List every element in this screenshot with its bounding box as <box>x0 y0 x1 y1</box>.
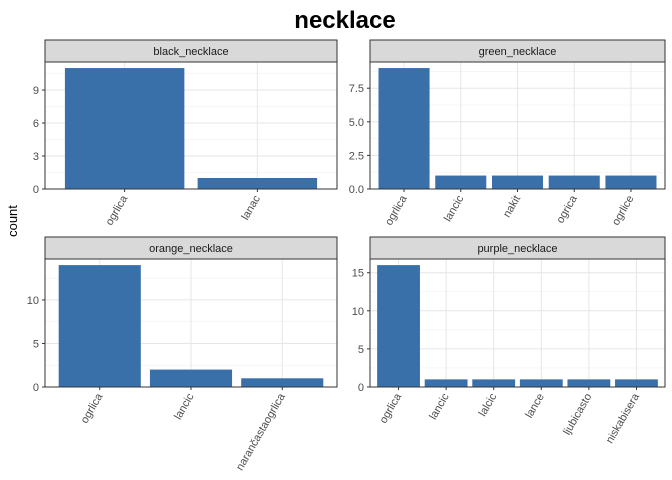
x-tick-label: niskabisera <box>604 391 643 446</box>
y-tick-label: 0 <box>33 184 39 196</box>
y-tick-label: 2.5 <box>349 150 364 162</box>
chart-title: necklace <box>294 7 395 34</box>
x-tick-label: lance <box>523 392 547 421</box>
x-tick-label: lanac <box>239 193 263 222</box>
bar-lance <box>519 379 563 387</box>
y-tick-label: 5 <box>358 344 364 356</box>
bar-niskabisera <box>615 379 658 387</box>
y-tick-label: 10 <box>352 306 364 318</box>
x-tick-label: ogrlica <box>79 391 106 426</box>
facet-panel-black_necklace: black_necklace 0 3 6 9 ogrlica lanac <box>33 39 338 228</box>
x-tick-label: lalcic <box>477 391 500 419</box>
y-tick-label: 9 <box>33 85 39 97</box>
x-tick-label: ogrlica <box>378 391 405 426</box>
facet-strip-label: purple_necklace <box>477 243 557 255</box>
x-tick-label: ogrlice <box>610 194 637 228</box>
x-tick-label: ogrlica <box>383 193 410 228</box>
bar-ogrlica <box>377 265 420 387</box>
bar-ogrlice <box>605 175 657 189</box>
x-tick-label: ljubicasto <box>561 392 594 438</box>
bar-ogrlica <box>378 68 430 189</box>
x-tick-label: ogrica <box>554 193 580 226</box>
x-tick-label: lancic <box>172 391 197 422</box>
facet-strip-label: orange_necklace <box>149 243 233 255</box>
y-tick-label: 5 <box>33 338 39 350</box>
facet-panels: black_necklace 0 3 6 9 ogrlica lanac green_neck… <box>27 39 666 473</box>
bar-narančastaogrlica <box>241 378 324 387</box>
panel-border <box>369 258 666 388</box>
facet-strip-label: green_necklace <box>479 46 557 58</box>
bar-lancic <box>424 379 468 387</box>
y-tick-label: 10 <box>27 295 39 307</box>
bar-ljubicasto <box>567 379 611 387</box>
y-tick-label: 0.0 <box>349 184 364 196</box>
bar-ogrica <box>548 175 600 189</box>
x-tick-label: lancic <box>442 193 467 224</box>
y-axis-label: count <box>5 205 20 237</box>
y-tick-label: 0 <box>358 382 364 394</box>
facet-panel-green_necklace: green_necklace 0.0 2.5 5.0 7.5 ogrlica lancic n… <box>349 39 666 228</box>
bar-nakit <box>491 175 544 189</box>
bar-lancic <box>435 175 487 189</box>
bar-lanac <box>197 178 318 189</box>
y-tick-label: 7.5 <box>349 83 364 95</box>
facet-panel-orange_necklace: orange_necklace 0 5 10 ogrlica lancic narančas… <box>27 236 338 473</box>
bar-ogrlica <box>58 265 141 387</box>
y-tick-label: 3 <box>33 151 39 163</box>
bar-lancic <box>149 369 233 387</box>
facet-strip-label: black_necklace <box>153 46 228 58</box>
y-tick-label: 5.0 <box>349 117 364 129</box>
panel-border <box>44 61 338 190</box>
facet-panel-purple_necklace: purple_necklace 0 5 10 15 ogrlica lancic lalcic… <box>352 236 666 446</box>
y-tick-label: 6 <box>33 118 39 130</box>
x-tick-label: narančastaogrlica <box>234 391 288 473</box>
x-tick-label: nakit <box>501 194 523 220</box>
y-tick-label: 0 <box>33 382 39 394</box>
y-tick-label: 15 <box>352 268 364 280</box>
x-tick-label: lancic <box>427 391 452 422</box>
bar-lalcic <box>472 379 516 387</box>
bar-ogrlica <box>64 68 185 189</box>
x-tick-label: ogrlica <box>104 193 131 228</box>
